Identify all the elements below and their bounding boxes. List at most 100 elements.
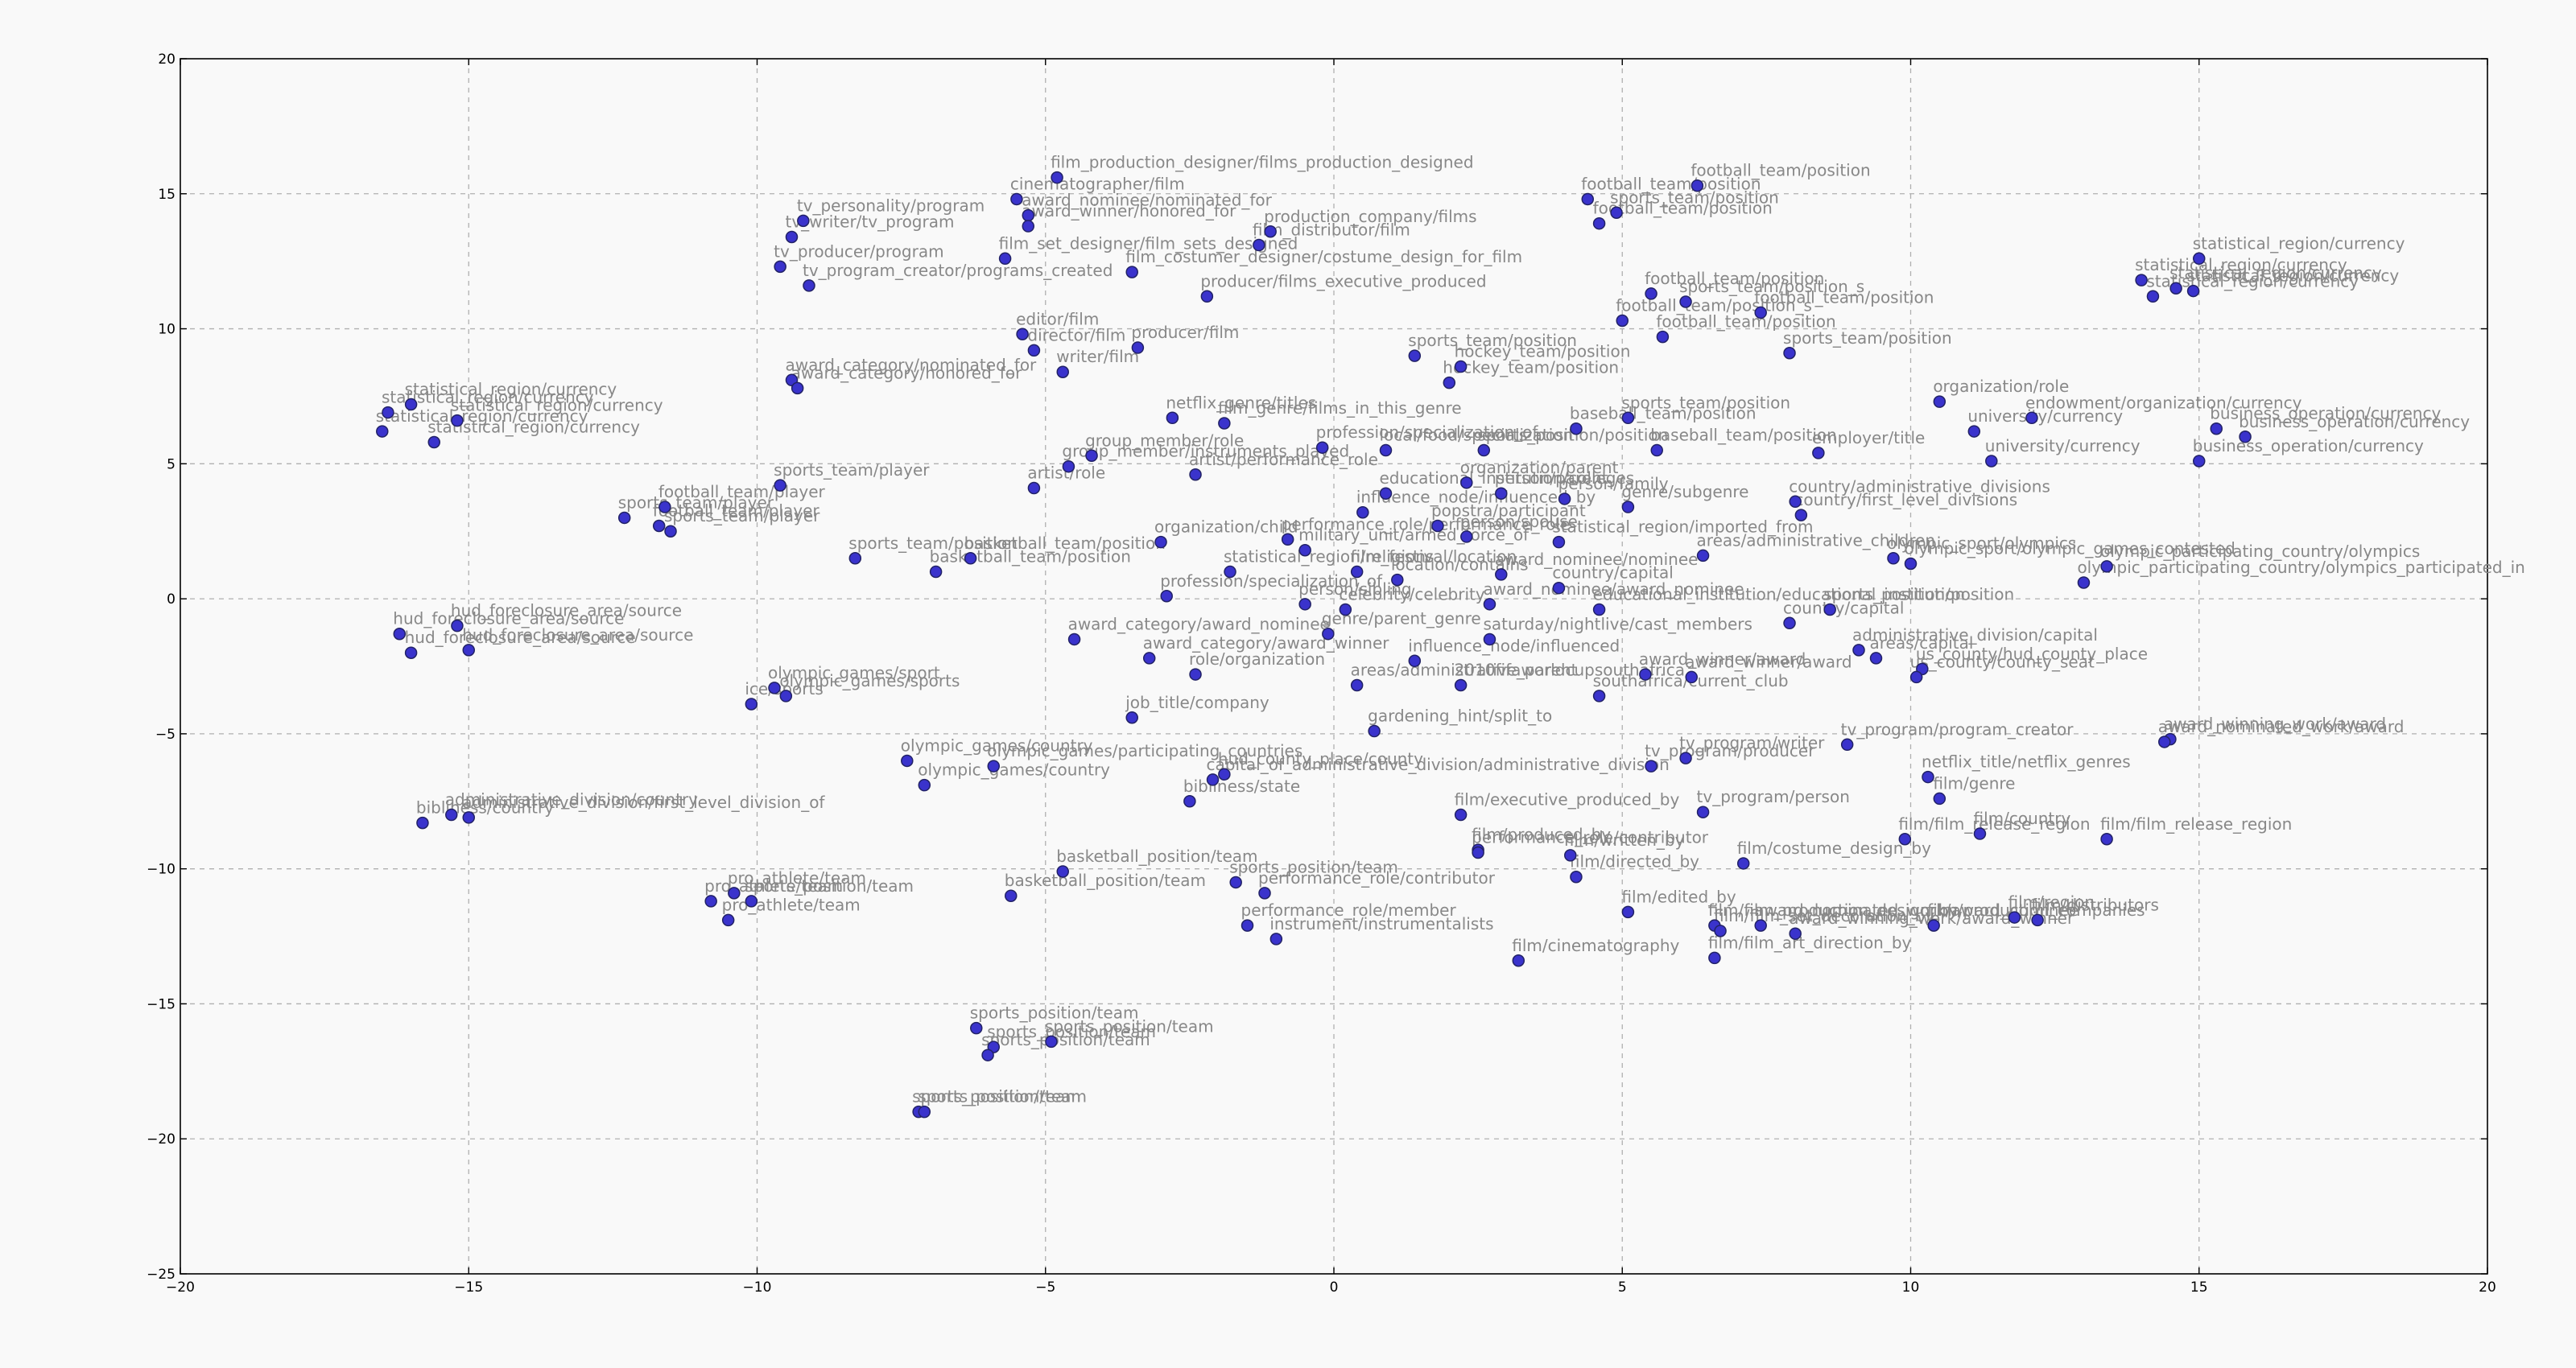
data-point [704, 895, 717, 908]
data-point [2158, 736, 2171, 748]
data-point [1927, 919, 1940, 932]
point-label: hockey_team/position [1455, 342, 1631, 361]
x-tick-label: 20 [2479, 1279, 2496, 1296]
point-label: saturday/nightlive/cast_members [1483, 614, 1752, 633]
point-label: statistical_region/currency [2193, 233, 2405, 253]
point-label: university/currency [1985, 436, 2140, 455]
data-point [1592, 216, 1606, 230]
point-label: educational_institution/colleges [1379, 468, 1634, 488]
data-point [404, 398, 418, 411]
data-point [1696, 549, 1710, 562]
point-label: sports_position/team [987, 1022, 1156, 1041]
data-point [1315, 441, 1329, 454]
data-point [1592, 690, 1606, 703]
data-point [1051, 171, 1063, 184]
point-label: sports_team/player [618, 492, 774, 512]
x-tick-label: −5 [1035, 1279, 1055, 1296]
point-label: tv_program/program_creator [1841, 719, 2074, 739]
data-point [1690, 179, 1704, 192]
data-point [1570, 422, 1583, 435]
plot-area [180, 58, 2488, 1275]
data-point [393, 627, 407, 641]
data-point [1483, 598, 1496, 611]
data-point [1736, 857, 1750, 870]
data-point [2077, 576, 2091, 589]
point-label: hud_foreclosure_area/source [393, 609, 624, 628]
data-point [987, 760, 1001, 773]
data-point [1887, 552, 1900, 565]
data-point [1298, 598, 1311, 611]
point-label: hud_foreclosure_area/source [462, 625, 693, 645]
data-point [1650, 443, 1663, 457]
data-point [1269, 933, 1283, 946]
data-point [1922, 770, 1934, 784]
data-point [1904, 557, 1918, 571]
point-label: film_genre/films_in_this_genre [1218, 398, 1462, 418]
data-point [1045, 1035, 1058, 1049]
data-point [1552, 581, 1566, 595]
point-label: cinematographer/film [1010, 174, 1185, 193]
data-point [745, 895, 758, 908]
point-label: film/cinematography [1512, 936, 1679, 955]
point-label: olympic_games/country [901, 736, 1093, 755]
axis-ticks: −20 −15 −10 −5 0 5 10 15 20−25−20−15−10−50510152… [147, 52, 2496, 1296]
data-point [1350, 565, 1364, 579]
point-label: instrument/instrumentalists [1269, 914, 1493, 933]
data-point [1714, 925, 1727, 937]
point-label: sports_team/position_s [1679, 277, 1864, 296]
data-point [1010, 192, 1023, 206]
point-label: sports_position/team [745, 876, 914, 896]
point-label: job_title/company [1125, 693, 1269, 712]
data-point [1016, 328, 1029, 341]
data-point [848, 552, 862, 565]
point-label: administrative_division/country [445, 790, 698, 810]
data-point [1754, 919, 1767, 932]
point-label: profession/specialization_of [1160, 571, 1383, 591]
data-point [416, 816, 429, 830]
data-point [1679, 752, 1692, 764]
point-label: director/film [1027, 325, 1125, 344]
point-label: statistical_region/currency [2187, 266, 2400, 286]
data-point [918, 778, 931, 792]
point-label: baseball_team/position [1570, 404, 1757, 423]
data-point [1460, 476, 1473, 489]
point-label: country/capital [1783, 598, 1904, 617]
data-point [1679, 295, 1692, 308]
point-label: award_winner/honored_for [1022, 201, 1236, 220]
point-label: film/produced_by [1472, 825, 1611, 844]
point-label: production_company/films [1264, 207, 1476, 226]
data-point [1166, 411, 1179, 425]
point-label: hud_foreclosure_area/source [405, 628, 636, 647]
point-label: influence_node/influenced [1408, 636, 1620, 655]
point-label: celebrity/celebrity [1339, 585, 1485, 604]
data-point [1443, 376, 1456, 389]
point-label: country/capital [1552, 563, 1673, 583]
point-label: military_unit/armed_force_of [1298, 525, 1530, 545]
data-point [785, 230, 799, 244]
data-point [1696, 806, 1710, 818]
point-label: film/costume_design_by [1737, 839, 1931, 858]
data-point [1754, 306, 1767, 319]
x-tick-label: 10 [1902, 1279, 1920, 1296]
data-point [970, 1021, 983, 1035]
point-label: popstra/participant [1431, 501, 1586, 521]
data-point [1483, 632, 1496, 646]
data-point [658, 501, 671, 513]
point-label: olympic_games/participating_countries [987, 741, 1302, 760]
data-point [1570, 870, 1583, 884]
point-label: film/region [2008, 892, 2095, 912]
x-tick-label: 5 [1618, 1279, 1627, 1296]
data-point [1183, 795, 1196, 808]
point-label: film_costumer_designer/costume_design_fo… [1125, 247, 1522, 266]
y-tick-label: −15 [147, 996, 175, 1012]
point-label: film/country [1973, 809, 2070, 828]
point-label: sports_team/position [1408, 331, 1577, 350]
y-tick-label: 10 [158, 322, 175, 338]
point-label: statistical_region/currency [2169, 263, 2382, 282]
point-label: film/executive_produced_by [1455, 790, 1680, 810]
grid-lines [180, 59, 2487, 1274]
y-tick-label: −20 [147, 1131, 175, 1148]
point-label: basketball_position/team [1005, 871, 1206, 890]
point-label: profession/specialization_of [1316, 422, 1539, 442]
data-point [1645, 287, 1657, 300]
